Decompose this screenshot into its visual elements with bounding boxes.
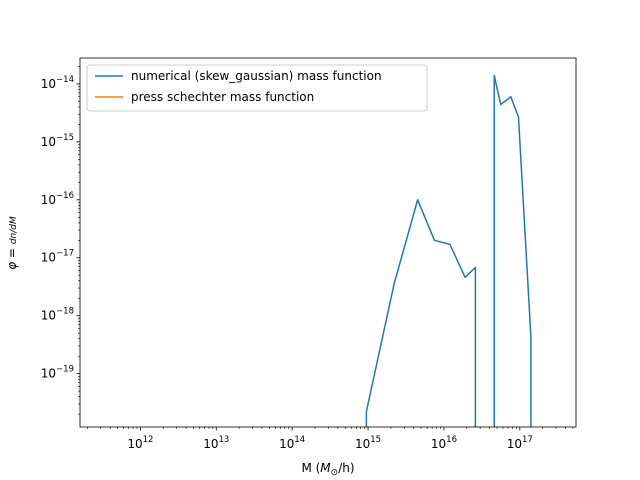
y-tick-label: 10−16 [41,191,74,207]
legend-box [86,64,428,112]
legend-label-press-schechter: press schechter mass function [131,90,314,104]
plot-area [80,58,576,427]
x-tick-label: 1013 [203,435,229,451]
x-tick-label: 1012 [127,435,153,451]
x-tick-label: 1015 [355,435,381,451]
x-tick-label: 1017 [507,435,533,451]
series-line-0 [365,74,532,427]
plot-frame [79,57,577,428]
x-tick-label: 1016 [431,435,457,451]
legend-label-numerical: numerical (skew_gaussian) mass function [131,69,382,83]
y-tick-label: 10−15 [41,133,74,149]
x-axis-label: M (M⊙/h) [301,461,354,478]
y-tick-label: 10−19 [41,365,74,381]
y-tick-label: 10−17 [41,249,74,265]
y-tick-label: 10−14 [41,75,74,91]
x-tick-label: 1014 [279,435,305,451]
y-tick-label: 10−18 [41,307,74,323]
legend: numerical (skew_gaussian) mass function … [86,64,428,112]
y-axis-label: φ = dn/dM [5,216,19,270]
